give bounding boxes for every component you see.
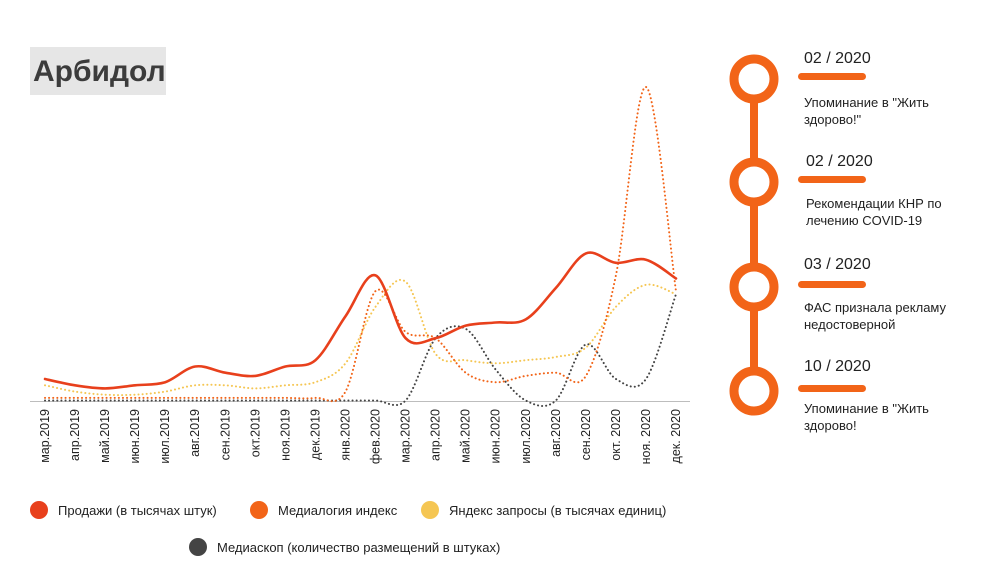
x-tick-label: май.2019 (98, 409, 112, 463)
x-tick-label: окт.2019 (248, 409, 262, 457)
timeline-node-1 (729, 54, 779, 104)
timeline-text-2-line-1: Рекомендации КНР по (806, 196, 942, 211)
x-tick-label: янв.2020 (338, 409, 352, 461)
x-tick-label: мар.2020 (399, 409, 413, 463)
legend-swatch-mediascope (189, 538, 207, 556)
timeline-text-3: ФАС признала рекламу недостоверной (804, 299, 979, 333)
timeline-date-1: 02 / 2020 (804, 50, 871, 67)
title-box: Арбидол (30, 47, 166, 95)
x-tick-label: сен.2019 (218, 409, 232, 460)
x-tick-label: дек. 2020 (669, 409, 683, 464)
legend-swatch-sales (30, 501, 48, 519)
timeline-text-2: Рекомендации КНР по лечению COVID-19 (806, 195, 981, 229)
x-tick-label: ноя.2019 (278, 409, 292, 461)
timeline-date-2: 02 / 2020 (806, 153, 873, 170)
x-tick-label: ноя. 2020 (639, 409, 653, 464)
timeline-text-4-line-2: здорово! (804, 418, 857, 433)
timeline-date-3: 03 / 2020 (804, 256, 871, 273)
x-tick-label: авг.2019 (188, 409, 202, 457)
x-tick-label: июн.2020 (489, 409, 503, 464)
timeline (729, 54, 866, 416)
x-tick-label: июн.2019 (128, 409, 142, 464)
x-tick-label: дек.2019 (308, 409, 322, 460)
legend-item-mediascope: Медиаскоп (количество размещений в штука… (189, 538, 500, 556)
legend-label-yandex: Яндекс запросы (в тысячах единиц) (449, 502, 667, 518)
series-line-sales (43, 251, 678, 390)
x-tick-label: мар.2019 (38, 409, 52, 463)
legend-label-mediascope: Медиаскоп (количество размещений в штука… (217, 539, 501, 555)
timeline-date-4: 10 / 2020 (804, 358, 871, 375)
timeline-text-4-line-1: Упоминание в "Жить (804, 401, 929, 416)
timeline-bar-2 (798, 176, 866, 183)
series-line-medialogia (44, 85, 677, 403)
chart-title: Арбидол (33, 55, 166, 88)
timeline-text-3-line-1: ФАС признала рекламу (804, 300, 947, 315)
x-tick-label: сен.2020 (579, 409, 593, 460)
timeline-node-4 (729, 366, 779, 416)
timeline-text-1: Упоминание в "Жить здорово!" (804, 94, 979, 128)
legend-swatch-medialogia (250, 501, 268, 519)
x-tick-label: окт. 2020 (609, 409, 623, 461)
x-tick-label: апр.2019 (68, 409, 82, 461)
x-tick-label: фев.2020 (369, 409, 383, 464)
x-tick-label: апр.2020 (429, 409, 443, 461)
legend-swatch-yandex (421, 501, 439, 519)
timeline-bar-4 (798, 385, 866, 392)
x-tick-label: май.2020 (459, 409, 473, 463)
legend-item-yandex: Яндекс запросы (в тысячах единиц) (421, 501, 666, 519)
legend-label-medialogia: Медиалогия индекс (278, 502, 398, 518)
x-tick-label: июл.2020 (519, 409, 533, 464)
timeline-text-1-line-1: Упоминание в "Жить (804, 95, 929, 110)
timeline-text-1-line-2: здорово!" (804, 112, 862, 127)
timeline-text-2-line-2: лечению COVID-19 (806, 213, 923, 228)
timeline-node-2 (729, 157, 779, 207)
x-tick-label: авг.2020 (549, 409, 563, 457)
timeline-bar-3 (798, 281, 866, 288)
series-layer (43, 85, 678, 407)
legend-label-sales: Продажи (в тысячах штук) (58, 502, 217, 518)
timeline-node-3 (729, 262, 779, 312)
x-tick-labels: мар.2019 апр.2019 май.2019 июн.2019 июл.2019… (38, 409, 683, 464)
legend-item-medialogia: Медиалогия индекс (250, 501, 397, 519)
series-line-mediascope (44, 293, 677, 407)
timeline-bar-1 (798, 73, 866, 80)
x-tick-label: июл.2019 (158, 409, 172, 464)
legend-item-sales: Продажи (в тысячах штук) (30, 501, 217, 519)
series-line-yandex (44, 278, 677, 397)
timeline-text-3-line-2: недостоверной (804, 317, 896, 332)
timeline-text-4: Упоминание в "Жить здорово! (804, 400, 979, 434)
